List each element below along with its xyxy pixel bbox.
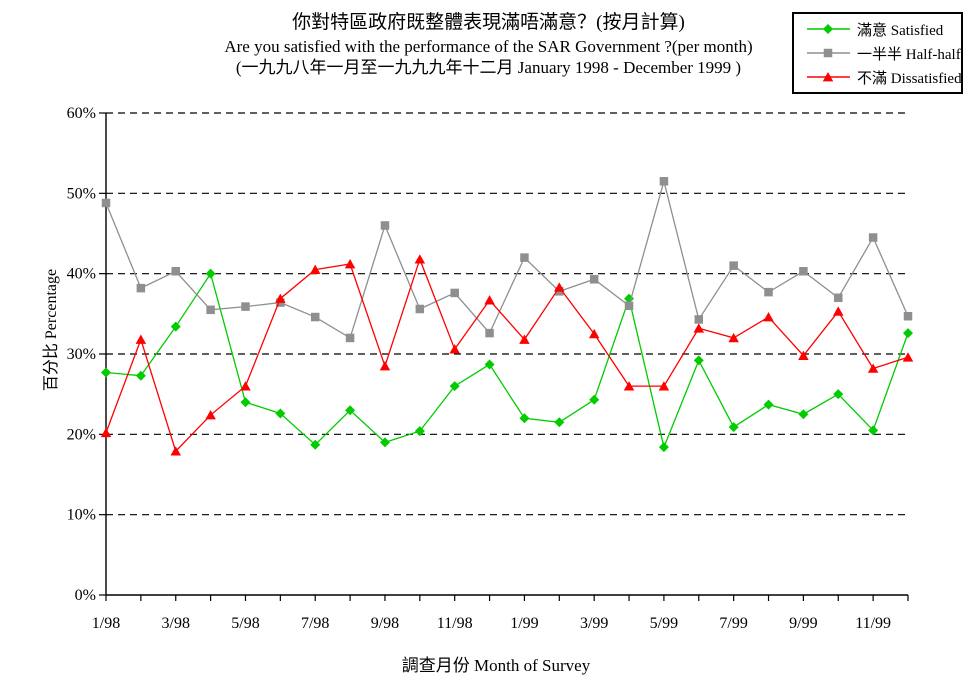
- satisfied-line-marker-icon: [807, 24, 850, 34]
- legend-label-satisfied: 滿意 Satisfied: [857, 22, 944, 39]
- legend-label-half-half: 一半半 Half-half: [857, 46, 961, 63]
- axis-ticks: [99, 112, 909, 601]
- series-half-half: [101, 177, 913, 343]
- legend-label-dissatisfied: 不滿 Dissatisfied: [857, 70, 962, 87]
- gridlines: [106, 112, 905, 516]
- legend-item-dissatisfied: 不滿 Dissatisfied: [806, 65, 962, 89]
- svg-text:1/98: 1/98: [92, 615, 120, 632]
- svg-text:9/98: 9/98: [371, 615, 399, 632]
- legend-item-satisfied: 滿意 Satisfied: [806, 17, 957, 41]
- chart-title-block: 你對特區政府既整體表現滿唔滿意？(按月計算) Are you satisfied…: [0, 10, 977, 78]
- series-dissatisfied: [100, 254, 914, 456]
- svg-text:11/98: 11/98: [437, 615, 473, 632]
- x-axis-title: 調查月份 Month of Survey: [401, 656, 591, 675]
- svg-text:5/98: 5/98: [231, 615, 259, 632]
- svg-text:7/99: 7/99: [719, 615, 747, 632]
- svg-text:9/99: 9/99: [789, 615, 817, 632]
- svg-text:5/99: 5/99: [650, 615, 678, 632]
- svg-text:60%: 60%: [67, 105, 96, 122]
- svg-text:10%: 10%: [67, 507, 96, 524]
- svg-text:20%: 20%: [67, 426, 96, 443]
- legend-item-half-half: 一半半 Half-half: [806, 41, 961, 65]
- series-satisfied: [101, 268, 913, 453]
- dissatisfied-line-marker-icon: [807, 72, 850, 82]
- svg-text:7/98: 7/98: [301, 615, 329, 632]
- chart-title-period: (一九九八年一月至一九九九年十二月 January 1998 - Decembe…: [235, 58, 742, 77]
- svg-text:50%: 50%: [67, 185, 96, 202]
- x-tick-labels: 1/98 3/98 5/98 7/98 9/98 11/98 1/99 3/99 5/99 7/9…: [92, 615, 891, 632]
- svg-text:40%: 40%: [67, 266, 96, 283]
- svg-text:3/98: 3/98: [162, 615, 190, 632]
- y-axis-title: 百分比 Percentage: [43, 268, 60, 392]
- chart-title-chinese: 你對特區政府既整體表現滿唔滿意？(按月計算): [292, 12, 685, 33]
- legend: 滿意 Satisfied 一半半 Half-half 不滿 Dissatisfi…: [792, 12, 963, 94]
- y-tick-labels: 0% 10% 20% 30% 40% 50% 60%: [67, 105, 96, 604]
- chart-title-english: Are you satisfied with the performance o…: [224, 37, 753, 56]
- svg-text:11/99: 11/99: [855, 615, 891, 632]
- half-half-line-marker-icon: [807, 48, 850, 58]
- svg-text:0%: 0%: [75, 587, 96, 604]
- svg-text:3/99: 3/99: [580, 615, 608, 632]
- svg-text:30%: 30%: [67, 346, 96, 363]
- svg-text:1/99: 1/99: [510, 615, 538, 632]
